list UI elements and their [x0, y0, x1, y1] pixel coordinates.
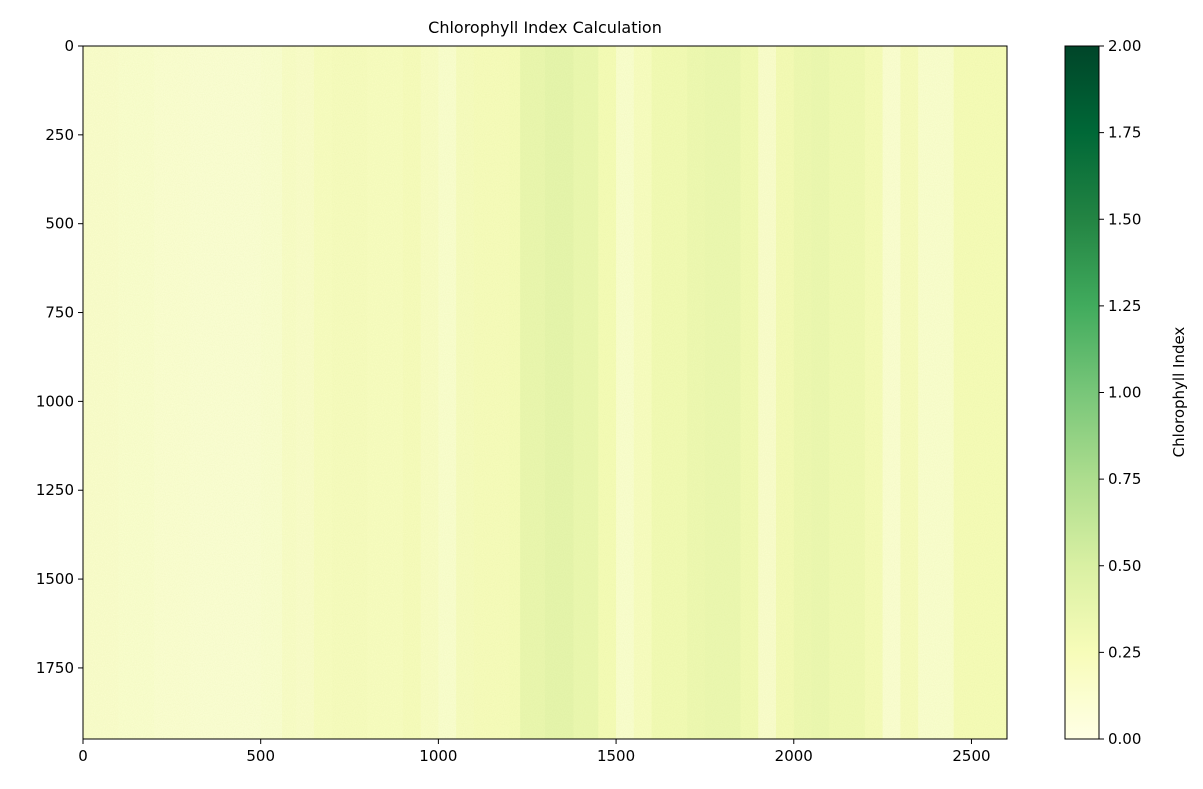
y-tick-label: 1250 [36, 481, 74, 499]
colorbar-tick-label: 0.75 [1108, 470, 1141, 488]
colorbar [1064, 45, 1100, 740]
colorbar-tick-label: 1.25 [1108, 297, 1141, 315]
heatmap-grain [83, 46, 1007, 739]
x-axis: 0 500 1000 1500 2000 2500 [78, 739, 991, 765]
x-tick-label: 500 [246, 747, 275, 765]
y-tick-label: 250 [45, 126, 74, 144]
y-tick-label: 1000 [36, 392, 74, 410]
colorbar-tick-label: 1.00 [1108, 384, 1141, 402]
colorbar-tick-label: 1.50 [1108, 210, 1141, 228]
y-tick-label: 750 [45, 304, 74, 322]
y-tick-label: 0 [64, 37, 74, 55]
y-tick-label: 1750 [36, 659, 74, 677]
colorbar-tick-label: 0.00 [1108, 730, 1141, 748]
colorbar-tick-label: 0.50 [1108, 557, 1141, 575]
colorbar-tick-label: 1.75 [1108, 124, 1141, 142]
y-tick-label: 1500 [36, 570, 74, 588]
y-axis: 0 250 500 750 1000 1250 1500 1750 [36, 37, 83, 677]
x-tick-label: 2000 [775, 747, 813, 765]
x-tick-label: 2500 [952, 747, 990, 765]
x-tick-label: 1000 [419, 747, 457, 765]
colorbar-tick-label: 0.25 [1108, 643, 1141, 661]
colorbar-axis: 0.00 0.25 0.50 0.75 1.00 1.25 1.50 1.75 2.00 [1099, 37, 1141, 748]
colorbar-label: Chlorophyll Index [1170, 327, 1188, 458]
y-tick-label: 500 [45, 215, 74, 233]
x-tick-label: 0 [78, 747, 88, 765]
x-tick-label: 1500 [597, 747, 635, 765]
plot-frame [82, 45, 1008, 740]
colorbar-tick-label: 2.00 [1108, 37, 1141, 55]
chart-title: Chlorophyll Index Calculation [428, 18, 662, 37]
